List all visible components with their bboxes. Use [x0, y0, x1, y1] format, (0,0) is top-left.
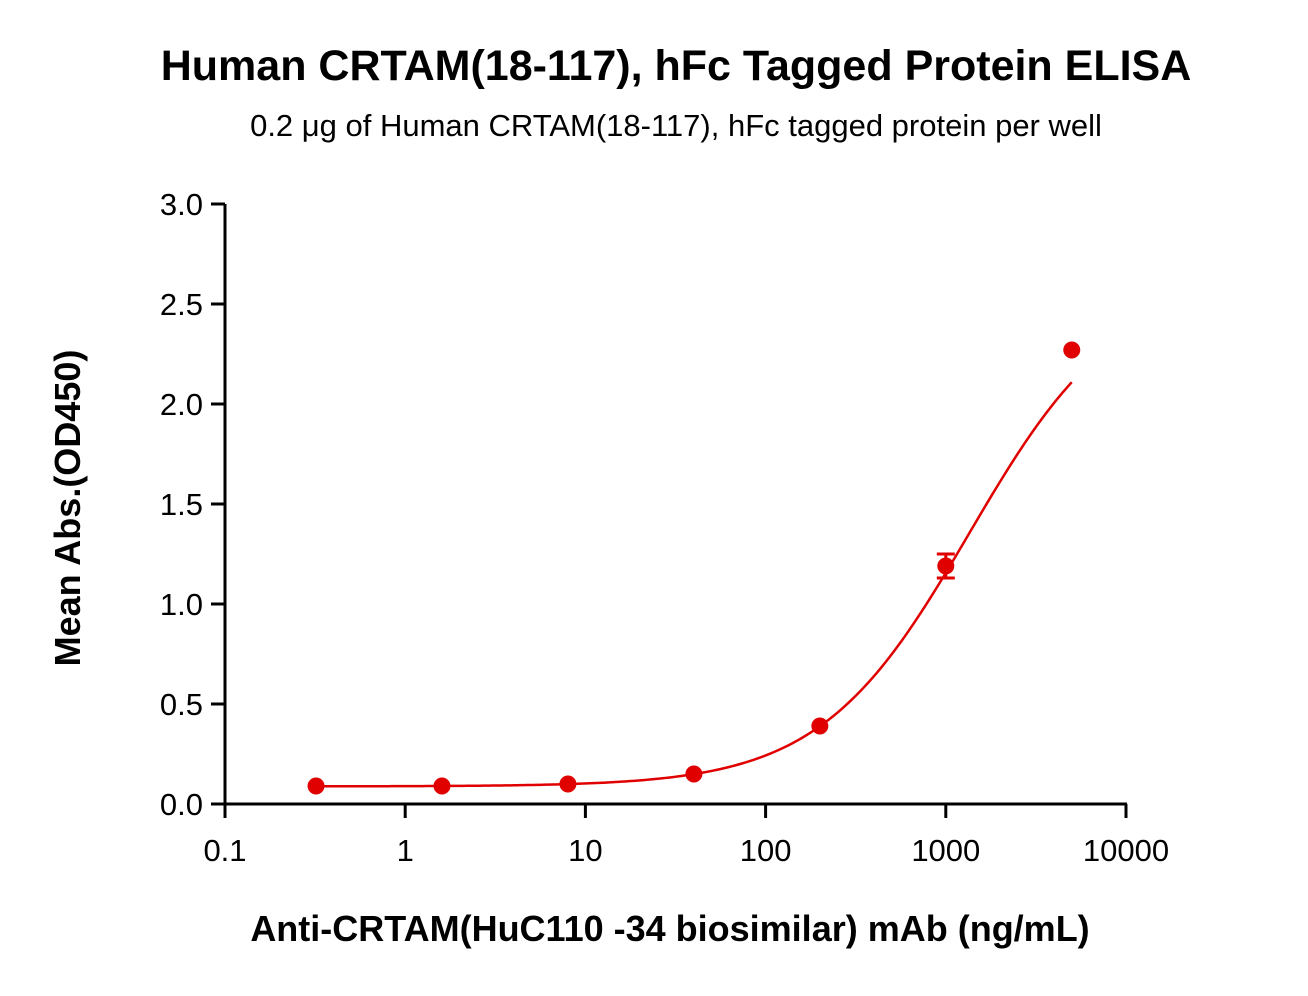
- x-tick-label: 1: [397, 833, 414, 868]
- axes-layer: 0.0 0.5 1.0 1.5 2.0 2.5 3.0 0.1 1 10 100 1000 10000: [160, 187, 1169, 868]
- data-point: [685, 765, 703, 783]
- y-tick-label: 3.0: [160, 187, 203, 222]
- y-tick-label: 1.0: [160, 587, 203, 622]
- data-point: [1063, 341, 1081, 359]
- data-points-layer: [307, 341, 1081, 795]
- y-tick-label: 2.5: [160, 287, 203, 322]
- data-point: [811, 717, 829, 735]
- chart-title: Human CRTAM(18-117), hFc Tagged Protein …: [160, 42, 1192, 90]
- y-tick-label: 0.0: [160, 787, 203, 822]
- fit-curve: [316, 381, 1073, 788]
- data-point: [307, 777, 325, 795]
- fit-curve-layer: [316, 381, 1073, 788]
- chart-subtitle: 0.2 μg of Human CRTAM(18-117), hFc tagge…: [250, 108, 1102, 143]
- x-axis-label: Anti-CRTAM(HuC110 -34 biosimilar) mAb (n…: [250, 908, 1090, 949]
- y-tick-label: 0.5: [160, 687, 203, 722]
- y-tick-label: 1.5: [160, 487, 203, 522]
- x-tick-label: 100: [740, 833, 792, 868]
- data-point: [937, 557, 955, 575]
- data-point: [559, 775, 577, 793]
- x-tick-label: 1000: [911, 833, 980, 868]
- x-tick-label: 10: [568, 833, 602, 868]
- y-tick-label: 2.0: [160, 387, 203, 422]
- data-point: [433, 777, 451, 795]
- x-tick-label: 0.1: [203, 833, 246, 868]
- x-tick-label: 10000: [1083, 833, 1169, 868]
